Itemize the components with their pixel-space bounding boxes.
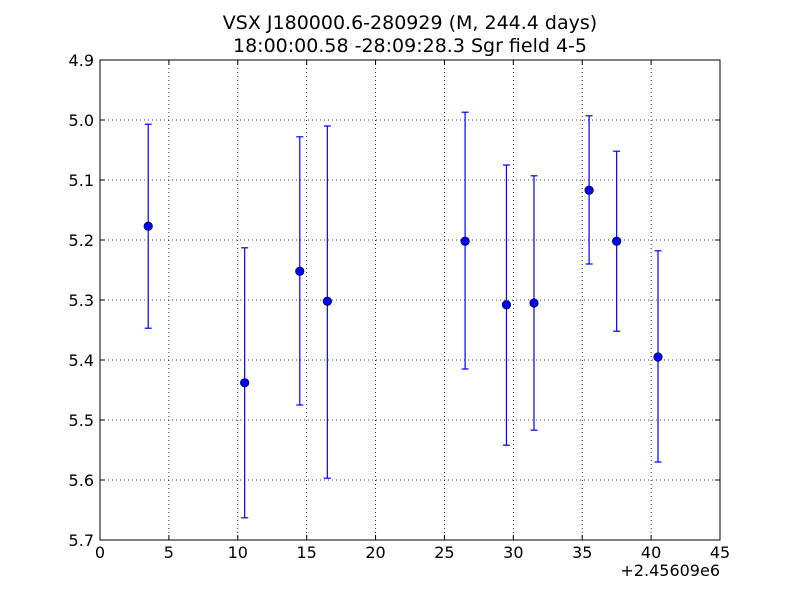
x-tick-label: 45 [710, 543, 730, 562]
x-offset-label: +2.45609e6 [620, 561, 720, 580]
y-tick-label: 5.5 [69, 411, 94, 430]
axis-ticks: 0 5 10 15 20 25 30 35 40 45 4.9 5.0 5.1 5.2 5.3 5.4 5.5 5… [69, 51, 731, 562]
x-tick-label: 40 [641, 543, 661, 562]
x-tick-label: 20 [365, 543, 385, 562]
data-point-group [501, 164, 512, 446]
x-tick-label: 25 [434, 543, 454, 562]
plot-frame [99, 59, 721, 541]
x-tick-label: 10 [228, 543, 248, 562]
data-point-group [143, 123, 153, 329]
y-tick-label: 5.2 [69, 231, 94, 250]
x-tick-label: 30 [503, 543, 523, 562]
x-tick-label: 5 [164, 543, 174, 562]
data-point-group [460, 111, 470, 370]
x-tick-label: 15 [296, 543, 316, 562]
data-point-group [529, 175, 539, 431]
x-tick-label: 0 [95, 543, 105, 562]
data-point-group [584, 115, 594, 265]
data-point-group [295, 136, 305, 406]
data-point [240, 378, 250, 388]
y-tick-label: 5.7 [69, 531, 94, 550]
chart-subtitle: 18:00:00.58 -28:09:28.3 Sgr field 4-5 [233, 35, 587, 57]
data-point [501, 300, 512, 310]
data-point-group [240, 247, 250, 519]
data-point [460, 236, 470, 246]
data-point [322, 296, 332, 306]
data-point-group [653, 250, 663, 463]
x-tick-label: 35 [572, 543, 592, 562]
data-point [529, 298, 539, 308]
data-point [584, 185, 594, 195]
data-point-group [612, 150, 622, 332]
y-tick-label: 5.0 [69, 111, 94, 130]
data-point [612, 236, 622, 246]
data-point-group [322, 125, 332, 479]
y-tick-label: 5.1 [69, 171, 94, 190]
chart-title: VSX J180000.6-280929 (M, 244.4 days) [223, 12, 597, 34]
grid [99, 59, 721, 541]
y-tick-label: 5.6 [69, 471, 94, 490]
y-tick-label: 4.9 [69, 51, 94, 70]
data-point [653, 352, 663, 362]
y-tick-label: 5.3 [69, 291, 94, 310]
data-point [295, 266, 305, 276]
data-point [143, 221, 153, 231]
y-tick-label: 5.4 [69, 351, 94, 370]
data-marks [143, 111, 663, 519]
